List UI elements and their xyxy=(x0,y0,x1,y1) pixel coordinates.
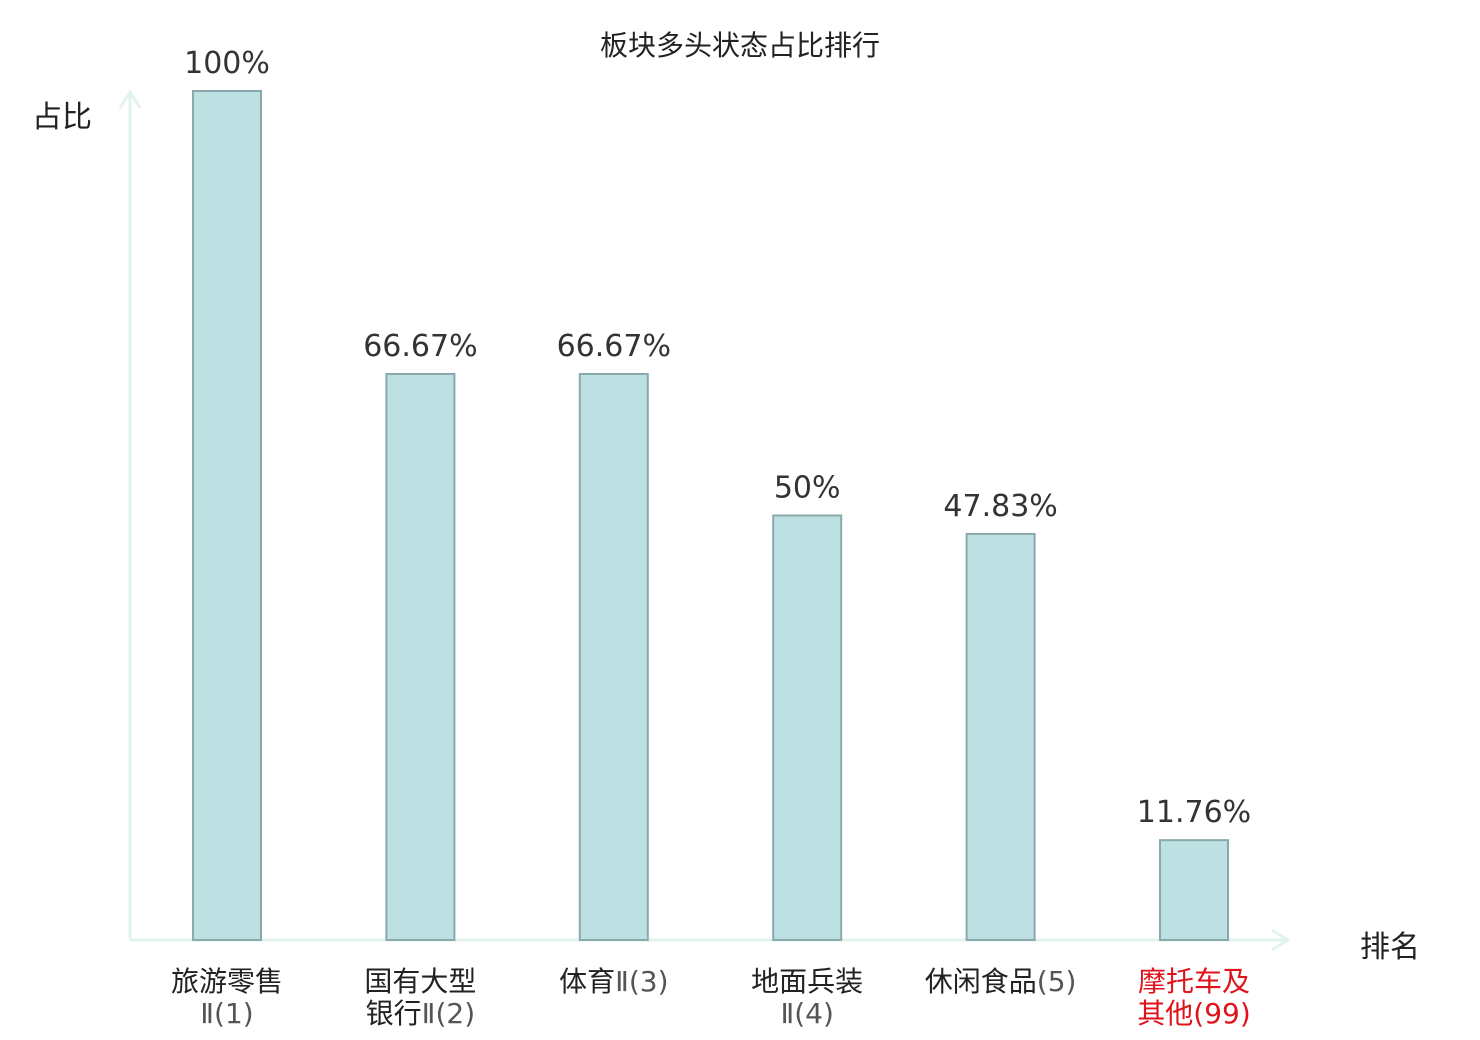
chart-title: 板块多头状态占比排行 xyxy=(599,29,880,62)
category-name: 地面兵装 xyxy=(751,965,864,998)
data-label: 66.67% xyxy=(557,329,671,364)
category-rank: Ⅱ(2) xyxy=(421,997,476,1030)
category-rank: Ⅱ(3) xyxy=(615,965,669,998)
category-name: 休闲食品 xyxy=(924,965,1037,998)
category-rank: (99) xyxy=(1193,997,1251,1030)
data-label: 11.76% xyxy=(1137,795,1251,830)
category-label: 旅游零售 Ⅱ(1) xyxy=(117,966,337,1030)
category-label: 休闲食品(5) xyxy=(891,966,1111,998)
category-rank: (5) xyxy=(1036,965,1077,998)
category-name: 摩托车及 xyxy=(1137,965,1250,998)
category-label: 地面兵装 Ⅱ(4) xyxy=(697,966,917,1030)
category-rank: Ⅱ(1) xyxy=(200,997,254,1030)
y-axis-arrow xyxy=(118,89,142,109)
category-name: 旅游零售 xyxy=(170,965,283,998)
bar xyxy=(385,372,456,942)
category-name: 国有大型 xyxy=(364,965,477,998)
data-label: 66.67% xyxy=(363,329,477,364)
y-axis-label: 占比 xyxy=(32,100,92,135)
category-label: 摩托车及 其他(99) xyxy=(1084,966,1304,1030)
bar xyxy=(578,372,649,942)
data-label: 50% xyxy=(774,471,841,506)
data-label: 100% xyxy=(184,46,270,81)
bar xyxy=(192,90,262,941)
x-axis-arrow xyxy=(1271,928,1291,952)
bar xyxy=(965,532,1036,941)
category-name: 体育 xyxy=(559,965,616,998)
bar xyxy=(1159,839,1229,941)
category-name: 其他 xyxy=(1137,997,1194,1030)
category-label: 国有大型 银行Ⅱ(2) xyxy=(310,966,530,1030)
category-label: 体育Ⅱ(3) xyxy=(504,966,724,998)
x-axis-label: 排名 xyxy=(1360,930,1420,965)
category-rank: Ⅱ(4) xyxy=(780,997,834,1030)
bar xyxy=(772,514,843,941)
category-name: 银行 xyxy=(365,997,422,1030)
data-label: 47.83% xyxy=(943,489,1057,524)
